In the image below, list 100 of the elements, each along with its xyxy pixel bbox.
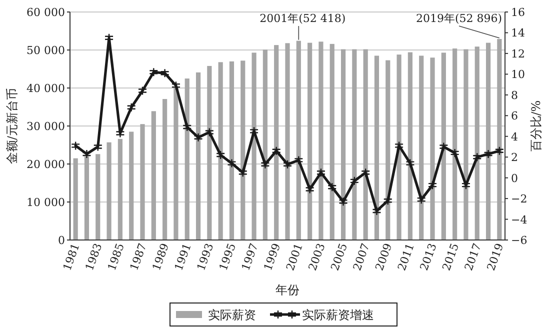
y2-tick-label: 10 [511,68,525,82]
y2-tick-label: 14 [511,26,525,40]
bar [274,45,279,240]
point [450,148,460,158]
point [305,184,314,194]
point [461,180,471,190]
x-tick-label: 2017 [462,242,484,272]
y-tick-label: 50 000 [26,44,65,57]
x-tick-label: 1985 [105,242,128,272]
bar [262,50,268,240]
point [338,197,348,206]
point [316,168,326,178]
point [227,158,236,168]
annotation: 2019年(52 896) [416,12,502,25]
point [260,160,270,169]
bar [140,124,145,240]
x-tick-label: 1999 [261,242,284,272]
x-tick-label: 1997 [239,242,261,272]
x-tick-label: 1993 [194,242,216,272]
point [138,86,148,96]
y2-tick-label: 16 [511,6,525,19]
bar [174,88,178,240]
point [160,68,170,78]
x-tick-label: 1987 [128,242,150,272]
bar [430,58,435,240]
bar [408,52,412,240]
point [439,142,448,152]
point [82,149,92,159]
x-axis-title: 年份 [276,283,300,297]
y2-tick-label: 6 [511,110,518,123]
y-tick-label: 40 000 [26,82,65,95]
bar [184,78,190,240]
bar [229,61,234,240]
bar [207,66,212,240]
bar [252,52,256,240]
y-tick-label: 10 000 [26,196,65,209]
x-tick-label: 2011 [395,242,418,272]
bar [84,156,90,240]
x-tick-label: 2009 [372,242,395,272]
legend-label: 实际薪资 [208,308,256,322]
bar [352,49,357,240]
y2-tick-label: −6 [511,234,528,247]
y2-axis-title: 百分比/% [529,100,543,152]
bar [162,99,168,240]
point [372,206,382,216]
bar [363,49,368,240]
bar [196,72,201,240]
bar [396,54,402,240]
bar [386,60,390,240]
point [272,146,281,156]
point [171,80,181,90]
point [360,168,370,178]
point [126,102,136,112]
y-tick-label: 60 000 [26,6,65,19]
bar [118,138,122,240]
bar [285,43,290,240]
point [406,158,415,168]
bar [441,52,446,240]
point [472,152,482,162]
bar [240,60,246,240]
point [428,180,438,190]
bar [452,48,458,240]
bar [96,154,100,240]
bar [129,132,134,240]
bar [340,49,346,240]
y-tick-label: 30 000 [26,120,65,133]
point [328,182,337,192]
x-tick-label: 2007 [350,242,372,272]
x-tick-label: 1995 [216,242,239,272]
x-tick-label: 2015 [440,242,462,272]
x-tick-label: 1991 [172,242,194,272]
point [182,122,192,132]
bar [330,44,334,240]
y2-tick-label: −2 [511,192,528,206]
y2-tick-label: 8 [511,88,518,102]
point [494,146,504,156]
y-tick-label: 0 [58,234,65,247]
bar [73,158,78,240]
bar [218,62,223,240]
annotation: 2001年(52 418) [260,12,346,25]
point [484,149,493,159]
x-tick-label: 2019 [484,242,506,272]
point [216,150,226,160]
bar [486,42,491,240]
bar [374,56,380,240]
bar [296,40,301,240]
y-tick-label: 20 000 [26,158,65,171]
y-axis-title: 金额/元新台币 [5,88,19,164]
bar [106,142,112,240]
x-tick-label: 2013 [418,242,440,272]
y2-tick-label: 2 [511,151,518,164]
bar [464,49,468,240]
y2-tick-label: 12 [511,47,525,60]
bar [151,111,156,240]
legend-label: 实际薪资增速 [302,308,374,322]
y2-tick-label: 4 [511,130,518,144]
bar [497,38,502,240]
x-tick-label: 2001 [284,242,306,272]
y2-tick-label: 0 [511,172,518,185]
bar [474,46,480,240]
